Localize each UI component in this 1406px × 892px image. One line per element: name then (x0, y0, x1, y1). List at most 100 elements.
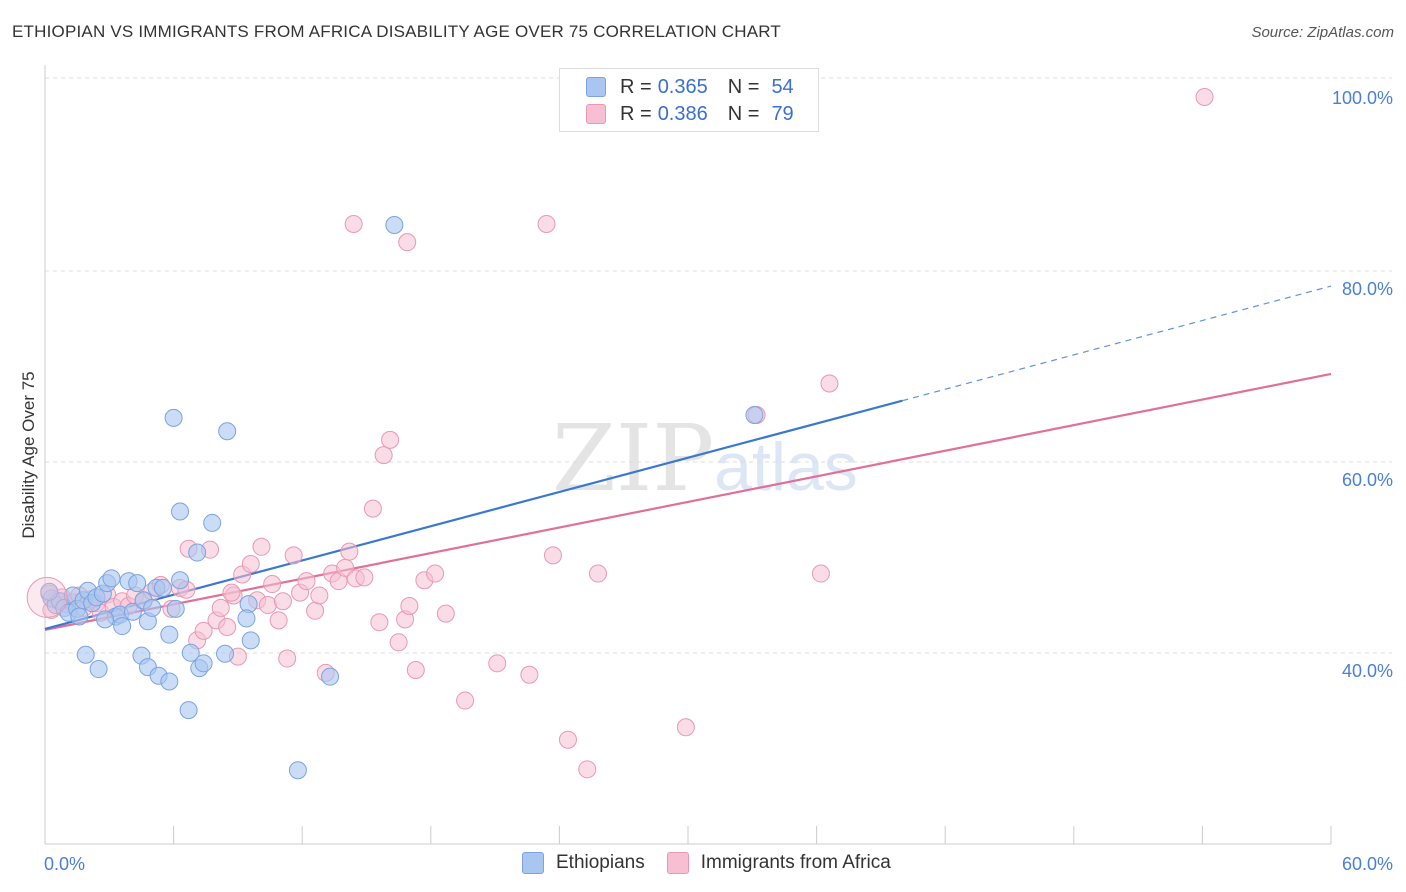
point-immigrants (400, 597, 419, 616)
trend-line-ethiopians-extrapolated (902, 285, 1332, 402)
x-tick-label: 0.0% (44, 854, 85, 874)
y-tick-label: 40.0% (1342, 661, 1393, 681)
y-tick-label: 60.0% (1342, 470, 1393, 490)
point-ethiopians (241, 631, 260, 650)
point-ethiopians (218, 422, 237, 441)
point-immigrants (406, 661, 425, 679)
legend-label-ethiopians: Ethiopians (556, 852, 645, 873)
point-ethiopians (113, 617, 132, 636)
point-immigrants (370, 613, 389, 632)
point-immigrants (488, 654, 507, 673)
point-immigrants (436, 604, 455, 623)
legend-n-label: N = (727, 102, 760, 125)
point-ethiopians (40, 582, 59, 601)
point-immigrants (306, 601, 325, 620)
point-immigrants (398, 233, 417, 252)
point-immigrants (676, 718, 695, 737)
point-ethiopians (179, 701, 198, 720)
point-immigrants (218, 618, 237, 637)
y-tick-label: 80.0% (1342, 279, 1393, 299)
point-ethiopians (143, 598, 162, 617)
point-ethiopians (171, 571, 190, 590)
point-ethiopians (76, 645, 95, 664)
point-immigrants (520, 665, 539, 684)
point-immigrants (355, 568, 374, 587)
point-immigrants (374, 446, 393, 465)
point-immigrants (578, 760, 597, 779)
point-immigrants (297, 572, 316, 591)
point-immigrants (537, 215, 556, 234)
point-ethiopians (194, 654, 213, 673)
point-ethiopians (128, 574, 147, 593)
point-ethiopians (745, 406, 764, 425)
y-axis-label: Disability Age Over 75 (19, 371, 38, 538)
point-immigrants (310, 586, 329, 605)
point-immigrants (269, 611, 288, 630)
point-cluster-large (26, 576, 68, 618)
point-immigrants (1195, 88, 1214, 106)
point-immigrants (263, 575, 282, 594)
point-immigrants (194, 621, 213, 640)
legend-n-label: N = (727, 75, 760, 98)
point-immigrants (588, 564, 607, 583)
legend-r-label: R = (620, 75, 652, 98)
point-ethiopians (203, 513, 222, 532)
point-ethiopians (96, 610, 115, 629)
point-immigrants (543, 546, 562, 565)
legend-row-immigrants: R = 0.386 N = 79 (586, 102, 794, 126)
correlation-legend: R = 0.365 N = 54 R = 0.386 N = 79 (559, 68, 819, 132)
point-immigrants (426, 564, 445, 583)
legend-swatch-pink (666, 852, 689, 874)
legend-item-ethiopians[interactable]: Ethiopians (522, 852, 645, 874)
legend-swatch-blue (586, 77, 606, 97)
point-ethiopians (321, 667, 340, 686)
data-points (26, 88, 1214, 780)
point-ethiopians (160, 625, 179, 644)
point-ethiopians (188, 543, 207, 562)
point-immigrants (241, 554, 260, 573)
point-immigrants (211, 598, 230, 617)
point-ethiopians (164, 408, 183, 427)
point-immigrants (456, 691, 475, 710)
point-ethiopians (288, 761, 307, 780)
point-ethiopians (102, 569, 121, 588)
point-immigrants (381, 430, 400, 449)
legend-swatch-blue (522, 852, 544, 874)
point-immigrants (278, 649, 297, 668)
point-ethiopians (70, 607, 89, 626)
legend-row-ethiopians: R = 0.365 N = 54 (586, 75, 794, 99)
point-immigrants (363, 499, 382, 518)
legend-r-label: R = (620, 102, 652, 125)
legend-label-immigrants: Immigrants from Africa (700, 852, 891, 873)
axis-labels: 40.0% 60.0% 80.0% 100.0% 0.0% 60.0% Disability… (19, 88, 1393, 874)
legend-n-value: 54 (771, 75, 794, 98)
point-ethiopians (166, 599, 185, 618)
point-immigrants (252, 537, 271, 556)
point-ethiopians (216, 644, 235, 663)
watermark: ZIPatlas (552, 405, 858, 512)
point-ethiopians (237, 609, 256, 628)
x-tick-label: 60.0% (1342, 854, 1393, 874)
legend-item-immigrants[interactable]: Immigrants from Africa (666, 852, 891, 874)
point-immigrants (340, 542, 359, 561)
point-immigrants (811, 564, 830, 583)
point-ethiopians (123, 602, 142, 621)
point-immigrants (284, 546, 303, 565)
point-immigrants (820, 374, 839, 393)
point-ethiopians (160, 672, 179, 691)
series-legend: Ethiopians Immigrants from Africa (522, 852, 913, 874)
axes (44, 65, 1332, 845)
point-immigrants (389, 633, 408, 652)
point-immigrants (222, 583, 241, 602)
chart-title: ETHIOPIAN VS IMMIGRANTS FROM AFRICA DISA… (12, 22, 782, 41)
legend-n-value: 79 (771, 102, 794, 125)
trend-line-immigrants (44, 372, 1332, 631)
point-ethiopians (89, 660, 108, 679)
point-immigrants (273, 592, 292, 611)
legend-swatch-pink (586, 104, 606, 124)
source-credit: Source: ZipAtlas.com (1251, 24, 1394, 41)
point-ethiopians (181, 643, 200, 662)
point-ethiopians (153, 578, 172, 597)
point-immigrants (558, 730, 577, 749)
